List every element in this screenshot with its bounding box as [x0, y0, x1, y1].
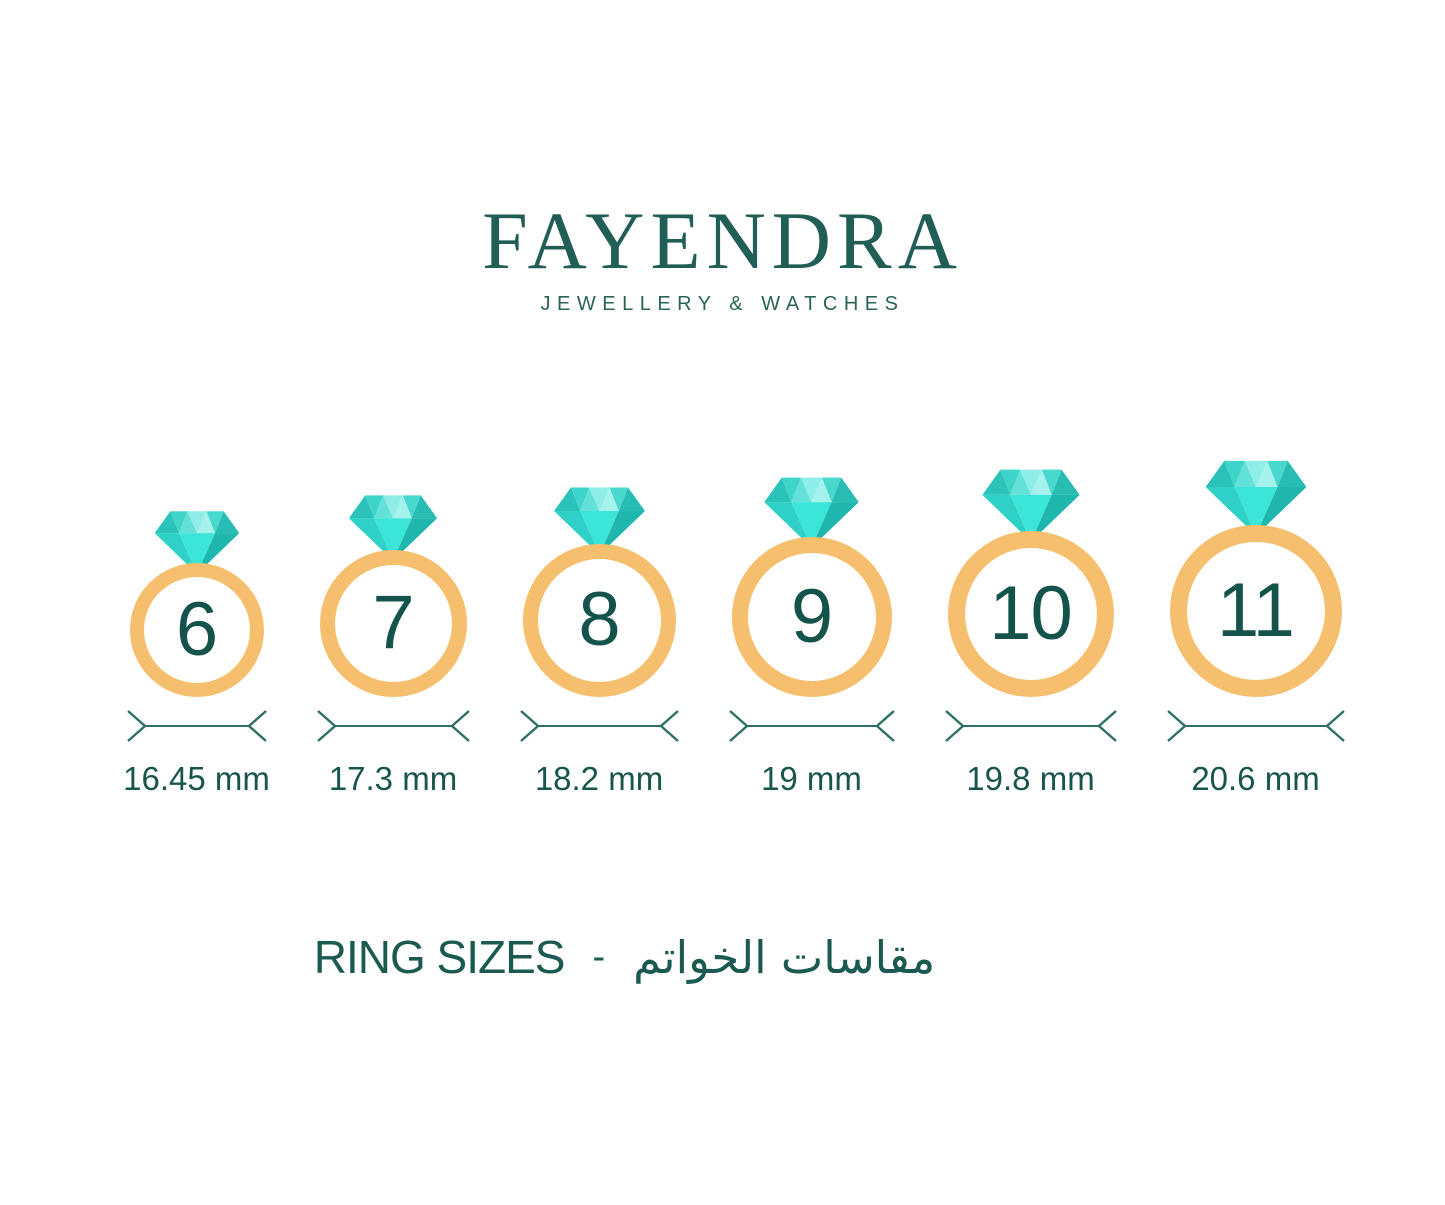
diameter-measure-arrows — [126, 710, 268, 742]
ring-illustration: 10 — [947, 466, 1114, 697]
arrow-left-icon — [728, 710, 748, 742]
ring-size-chart: 6 16.45 mm 7 17.3 mm 8 — [0, 457, 1445, 798]
ring-illustration: 6 — [129, 508, 264, 697]
diameter-measure-arrows — [519, 710, 680, 742]
arrow-left-icon — [316, 710, 336, 742]
diameter-measure-arrows — [944, 710, 1118, 742]
ring-size-item: 10 19.8 mm — [948, 466, 1114, 798]
ring-size-item: 9 19 mm — [732, 474, 892, 798]
ring-size-item: 8 18.2 mm — [523, 484, 676, 798]
ring-band: 6 — [129, 562, 264, 697]
chart-title-arabic: مقاسات الخواتم — [633, 930, 936, 984]
arrow-right-icon — [1326, 710, 1346, 742]
measure-line — [745, 724, 878, 727]
chart-title: RING SIZES - مقاسات الخواتم — [0, 930, 1347, 984]
diameter-measure-arrows — [316, 710, 471, 742]
ring-diameter-label: 20.6 mm — [1191, 759, 1320, 797]
measure-line — [1183, 724, 1328, 727]
brand-name: FAYENDRA — [482, 195, 963, 286]
ring-diameter-label: 19.8 mm — [966, 759, 1095, 797]
arrow-left-icon — [126, 710, 146, 742]
ring-illustration: 7 — [319, 492, 467, 697]
ring-band: 8 — [522, 543, 676, 697]
ring-diameter-label: 17.3 mm — [328, 759, 458, 797]
ring-size-number: 11 — [1217, 567, 1295, 653]
ring-size-number: 6 — [175, 586, 218, 672]
brand-logo: FAYENDRA JEWELLERY & WATCHES — [0, 0, 1445, 316]
ring-band: 11 — [1169, 524, 1342, 697]
brand-tagline: JEWELLERY & WATCHES — [540, 293, 905, 315]
diameter-measure-arrows — [1166, 710, 1346, 742]
arrow-right-icon — [876, 710, 896, 742]
measure-line — [333, 724, 453, 727]
measure-line — [143, 724, 250, 727]
ring-diameter-label: 19 mm — [761, 759, 862, 797]
arrow-right-icon — [660, 710, 680, 742]
ring-size-number: 8 — [578, 577, 620, 663]
chart-title-english: RING SIZES — [313, 931, 566, 984]
ring-diameter-label: 18.2 mm — [534, 759, 664, 797]
measure-line — [536, 724, 662, 727]
arrow-left-icon — [1166, 710, 1186, 742]
ring-size-number: 9 — [790, 573, 833, 659]
title-separator: - — [592, 935, 606, 978]
measure-line — [961, 724, 1100, 727]
ring-diameter-label: 16.45 mm — [123, 759, 270, 797]
arrow-left-icon — [519, 710, 539, 742]
ring-illustration: 8 — [522, 484, 676, 697]
ring-size-number: 7 — [372, 580, 414, 666]
diameter-measure-arrows — [728, 710, 896, 742]
arrow-left-icon — [944, 710, 964, 742]
arrow-right-icon — [451, 710, 471, 742]
ring-size-item: 11 20.6 mm — [1170, 457, 1342, 798]
ring-size-number: 10 — [989, 570, 1073, 656]
ring-illustration: 9 — [731, 474, 892, 697]
ring-band: 10 — [947, 530, 1114, 697]
ring-size-item: 7 17.3 mm — [320, 492, 467, 798]
arrow-right-icon — [1098, 710, 1118, 742]
ring-size-item: 6 16.45 mm — [123, 508, 270, 798]
ring-band: 9 — [731, 536, 892, 697]
arrow-right-icon — [248, 710, 268, 742]
ring-band: 7 — [319, 549, 467, 697]
ring-illustration: 11 — [1169, 457, 1342, 697]
